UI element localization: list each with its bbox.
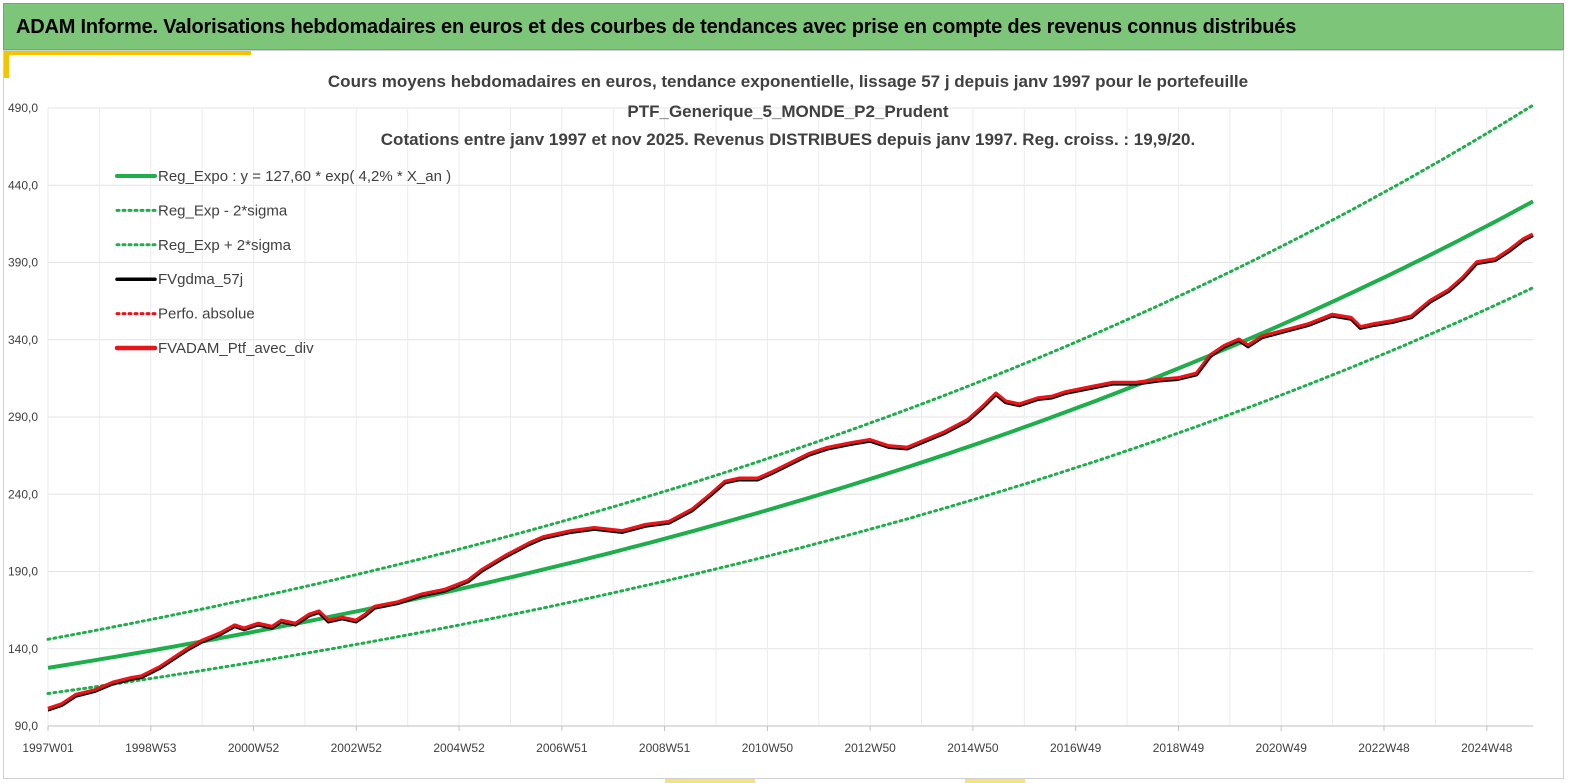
series-line-fvadam-ptf bbox=[47, 232, 1534, 712]
x-tick-label: 2022W48 bbox=[1358, 741, 1410, 755]
series-line-fvgdma-57j bbox=[47, 235, 1534, 712]
chart-title-line: Cotations entre janv 1997 et nov 2025. R… bbox=[381, 130, 1195, 149]
x-tick-label: 1998W53 bbox=[125, 741, 177, 755]
x-tick-label: 2012W50 bbox=[844, 741, 896, 755]
y-tick-label: 90,0 bbox=[15, 719, 39, 733]
x-tick-label: 2006W51 bbox=[536, 741, 588, 755]
accent-bar-left bbox=[3, 50, 9, 78]
series bbox=[46, 103, 1535, 712]
legend-label-reg: Reg_Expo : y = 127,60 * exp( 4,2% * X_an… bbox=[158, 168, 451, 185]
series-line-reg-minus-2sigma bbox=[46, 286, 1535, 695]
x-tick-label: 2018W49 bbox=[1153, 741, 1205, 755]
x-tick-label: 2020W49 bbox=[1256, 741, 1308, 755]
x-tick-label: 2008W51 bbox=[639, 741, 691, 755]
series-line-reg-plus-2sigma bbox=[46, 103, 1535, 641]
chart-title-line: Cours moyens hebdomadaires en euros, ten… bbox=[328, 72, 1248, 91]
chart-title-line: PTF_Generique_5_MONDE_P2_Prudent bbox=[627, 102, 949, 121]
accent-bar-bottom bbox=[665, 779, 755, 783]
legend-label-high: Reg_Exp + 2*sigma bbox=[158, 237, 292, 254]
x-tick-label: 2016W49 bbox=[1050, 741, 1102, 755]
y-tick-label: 290,0 bbox=[8, 410, 38, 424]
x-tick-label: 1997W01 bbox=[22, 741, 74, 755]
y-tick-label: 140,0 bbox=[8, 642, 38, 656]
x-tick-label: 2002W52 bbox=[331, 741, 383, 755]
legend-label-low: Reg_Exp - 2*sigma bbox=[158, 202, 288, 219]
accent-bar-bottom bbox=[965, 779, 1025, 783]
series-line-reg-expo bbox=[47, 199, 1534, 670]
x-tick-label: 2024W48 bbox=[1461, 741, 1513, 755]
grid bbox=[47, 107, 1533, 727]
chart-title: Cours moyens hebdomadaires en euros, ten… bbox=[328, 72, 1248, 149]
y-tick-label: 340,0 bbox=[8, 333, 38, 347]
legend-label-fv: FVgdma_57j bbox=[158, 271, 243, 288]
x-tick-label: 2004W52 bbox=[433, 741, 485, 755]
y-axis: 490,0 440,0 390,0 340,0 290,0 240,0 190,0 140,0… bbox=[8, 101, 38, 733]
x-tick-label: 2000W52 bbox=[228, 741, 280, 755]
y-tick-label: 490,0 bbox=[8, 101, 38, 115]
y-tick-label: 390,0 bbox=[8, 256, 38, 270]
x-tick-label: 2014W50 bbox=[947, 741, 999, 755]
title-banner: ADAM Informe. Valorisations hebdomadaire… bbox=[3, 3, 1564, 50]
y-tick-label: 440,0 bbox=[8, 178, 38, 192]
legend: Reg_Expo : y = 127,60 * exp( 4,2% * X_an… bbox=[114, 168, 451, 357]
page-title: ADAM Informe. Valorisations hebdomadaire… bbox=[16, 16, 1297, 38]
y-tick-label: 190,0 bbox=[8, 565, 38, 579]
accent-bar-top bbox=[3, 50, 251, 55]
series-line-perfo-absolue bbox=[47, 233, 1534, 709]
x-axis: 1997W01 1998W53 2000W52 2002W52 2004W52 2006W… bbox=[22, 726, 1513, 755]
y-tick-label: 240,0 bbox=[8, 487, 38, 501]
legend-label-ptf: FVADAM_Ptf_avec_div bbox=[158, 340, 314, 357]
x-tick-label: 2010W50 bbox=[742, 741, 794, 755]
legend-label-perf: Perfo. absolue bbox=[158, 306, 255, 323]
